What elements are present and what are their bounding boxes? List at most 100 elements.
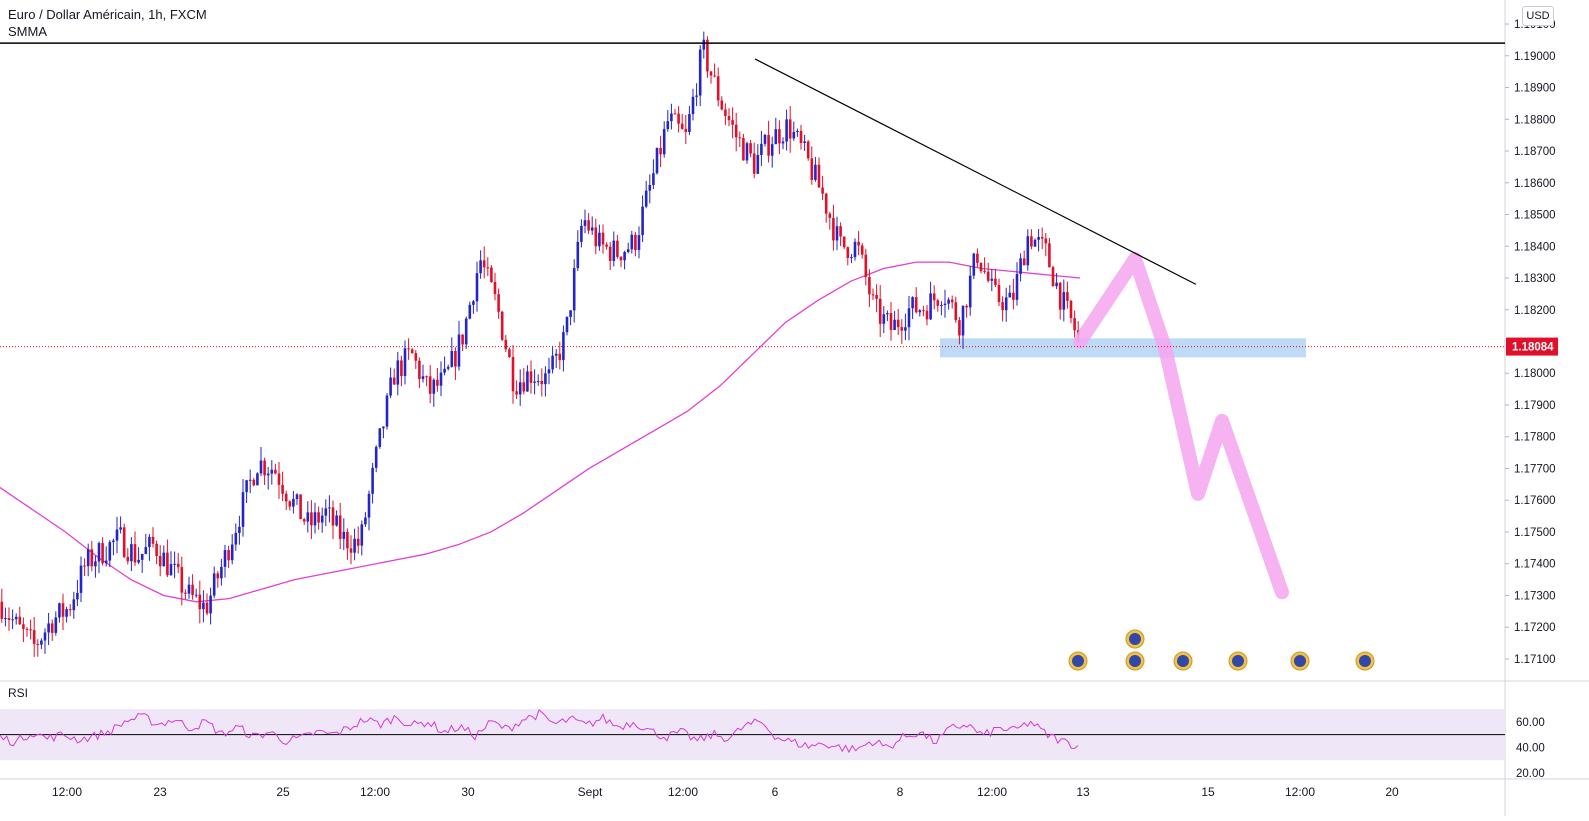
candle bbox=[360, 524, 364, 546]
price-tick-label: 1.17700 bbox=[1514, 463, 1556, 475]
candle bbox=[547, 369, 551, 374]
candle bbox=[497, 294, 500, 312]
candle bbox=[713, 75, 716, 77]
candle bbox=[50, 623, 54, 633]
candle bbox=[522, 382, 526, 392]
candle bbox=[673, 113, 677, 115]
price-tick-label: 1.18500 bbox=[1514, 210, 1556, 222]
candle bbox=[259, 460, 263, 474]
candle bbox=[187, 584, 191, 594]
candle bbox=[763, 134, 767, 144]
candle bbox=[695, 95, 698, 97]
price-tick-label: 1.19000 bbox=[1514, 51, 1556, 63]
candle bbox=[61, 603, 65, 617]
candle bbox=[374, 446, 378, 468]
candle bbox=[817, 164, 821, 188]
price-tick-label: 1.17200 bbox=[1514, 622, 1556, 634]
candle bbox=[536, 380, 540, 382]
candle bbox=[130, 544, 133, 562]
candle bbox=[760, 143, 763, 155]
candle bbox=[529, 371, 533, 383]
candle bbox=[7, 618, 11, 621]
price-tick-label: 1.17100 bbox=[1514, 654, 1556, 666]
candle bbox=[248, 479, 252, 481]
candle bbox=[310, 512, 313, 526]
candle bbox=[875, 294, 878, 299]
candle bbox=[979, 262, 983, 272]
candle bbox=[1033, 239, 1037, 247]
candle bbox=[76, 592, 79, 600]
candle bbox=[378, 428, 382, 447]
candle bbox=[954, 302, 958, 321]
candle bbox=[446, 366, 450, 369]
candle bbox=[587, 220, 590, 231]
price-tick-label: 1.18700 bbox=[1514, 146, 1556, 158]
candle bbox=[691, 96, 695, 115]
candle bbox=[83, 565, 86, 567]
candle bbox=[644, 190, 648, 207]
currency-button[interactable]: USD bbox=[1522, 6, 1554, 26]
candle bbox=[508, 349, 511, 358]
candle bbox=[288, 501, 292, 507]
candle bbox=[302, 519, 306, 522]
candle bbox=[745, 143, 749, 161]
candle bbox=[796, 130, 799, 132]
price-tick-label: 1.18000 bbox=[1514, 368, 1556, 380]
candle bbox=[637, 235, 641, 250]
candle bbox=[40, 640, 43, 645]
candle bbox=[115, 529, 119, 541]
candle bbox=[90, 549, 94, 567]
candle bbox=[886, 313, 889, 315]
candle bbox=[734, 124, 738, 138]
candle bbox=[662, 129, 666, 155]
candle bbox=[1019, 258, 1022, 274]
candle bbox=[382, 426, 385, 429]
trendline bbox=[754, 58, 1197, 285]
candle bbox=[900, 327, 904, 331]
flag-icon bbox=[1359, 655, 1371, 667]
candle bbox=[4, 618, 7, 620]
candle bbox=[216, 573, 220, 579]
candle bbox=[576, 241, 580, 269]
candle bbox=[742, 138, 745, 161]
candle bbox=[32, 630, 36, 644]
candle bbox=[18, 616, 22, 625]
candle bbox=[176, 563, 180, 568]
candle bbox=[234, 532, 238, 545]
candle bbox=[425, 376, 428, 378]
candle bbox=[652, 173, 655, 185]
candle bbox=[256, 473, 259, 486]
rsi-label: RSI bbox=[8, 686, 29, 700]
candle bbox=[418, 360, 421, 380]
candle bbox=[680, 123, 684, 129]
support-zone bbox=[940, 338, 1306, 358]
candle bbox=[619, 256, 623, 261]
candle bbox=[749, 143, 752, 154]
candle bbox=[558, 353, 562, 361]
rsi-tick-label: 40.00 bbox=[1516, 742, 1545, 754]
candle bbox=[140, 553, 144, 560]
candle bbox=[565, 316, 569, 333]
candle bbox=[410, 349, 414, 354]
candle bbox=[36, 643, 40, 645]
candle bbox=[1062, 292, 1066, 310]
candle bbox=[133, 544, 137, 563]
time-tick-label: 12:00 bbox=[360, 785, 390, 799]
candle bbox=[806, 141, 810, 159]
candle bbox=[270, 469, 274, 474]
time-tick-label: 12:00 bbox=[1285, 785, 1315, 799]
candle bbox=[1058, 282, 1062, 310]
candle bbox=[583, 220, 587, 226]
price-tick-label: 1.17300 bbox=[1514, 590, 1556, 602]
candle bbox=[716, 76, 720, 101]
candle bbox=[54, 617, 58, 633]
candle bbox=[504, 339, 508, 350]
candle bbox=[1044, 238, 1048, 244]
candle bbox=[839, 226, 842, 237]
candle bbox=[1066, 292, 1069, 301]
candle bbox=[421, 376, 425, 380]
candle bbox=[976, 253, 979, 263]
candle bbox=[1001, 302, 1004, 311]
candle bbox=[122, 527, 126, 557]
